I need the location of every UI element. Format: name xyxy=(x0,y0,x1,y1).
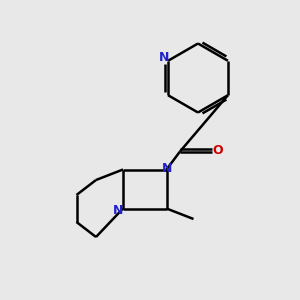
Text: N: N xyxy=(162,162,172,175)
Text: N: N xyxy=(159,51,170,64)
Text: N: N xyxy=(112,204,123,218)
Text: O: O xyxy=(212,144,223,158)
